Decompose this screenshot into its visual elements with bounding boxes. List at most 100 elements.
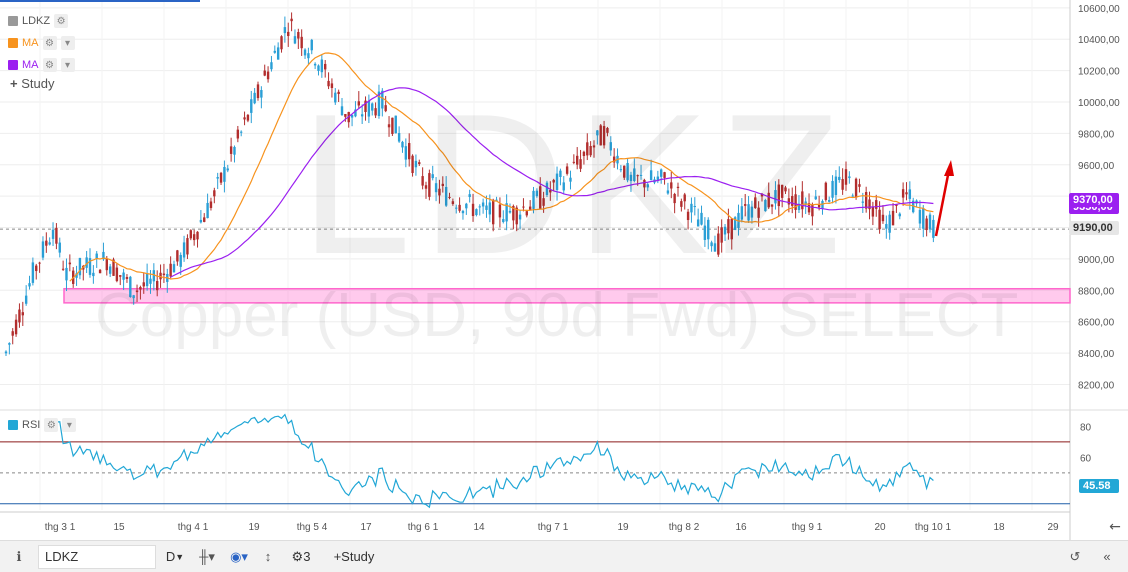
symbol-input[interactable]: LDKZ	[38, 544, 156, 569]
candle-body	[612, 156, 616, 163]
top-accent-bar	[0, 0, 200, 2]
indicators-count: 3	[303, 549, 311, 564]
candle-body	[236, 129, 240, 139]
candle-body	[209, 201, 213, 208]
indicators-button[interactable]: ⚙ 3	[284, 545, 318, 569]
candle-body	[471, 203, 475, 217]
info-icon[interactable]: ℹ	[16, 548, 22, 564]
candle-body	[411, 155, 414, 174]
support-zone-rectangle	[63, 287, 1071, 304]
candle-body	[720, 227, 723, 243]
candle-body	[381, 90, 384, 109]
candle-body	[455, 207, 458, 209]
vertical-arrows-icon[interactable]: ↕	[264, 549, 272, 564]
candle-body	[495, 199, 498, 201]
candle-body	[710, 242, 713, 247]
chart-type-icon[interactable]: ╫▾	[199, 548, 215, 564]
candle-body	[418, 162, 421, 165]
ma-slow-line	[170, 87, 934, 278]
legend-ma-slow-swatch	[8, 60, 18, 70]
gear-icon[interactable]: ⚙	[44, 418, 59, 432]
candle-body	[633, 168, 636, 182]
candle-body	[623, 165, 626, 178]
candle-body	[38, 262, 41, 264]
candle-body	[4, 351, 8, 354]
time-tick-label: thg 9 1	[792, 522, 823, 533]
candle-body	[75, 273, 78, 278]
time-tick-label: thg 5 4	[297, 522, 328, 533]
gear-icon[interactable]: ⚙	[54, 14, 69, 28]
candle-body	[115, 267, 119, 282]
candle-body	[891, 210, 895, 226]
gear-icon: ⚙	[291, 548, 304, 564]
candle-body	[337, 91, 340, 95]
time-tick-label: 18	[993, 522, 1005, 533]
time-tick-label: thg 7 1	[538, 522, 569, 533]
reset-icon[interactable]: ↺	[1069, 548, 1081, 564]
candle-body	[246, 114, 250, 121]
candle-body	[680, 201, 683, 207]
interval-selector[interactable]: D ▼	[162, 545, 188, 569]
candle-body	[828, 200, 831, 202]
candle-body	[233, 146, 236, 155]
time-tick-label: 19	[617, 522, 629, 533]
candle-body	[908, 189, 912, 199]
candle-body	[340, 106, 344, 116]
scroll-back-icon[interactable]: ←	[1109, 519, 1121, 535]
candle-body	[727, 219, 730, 234]
chevron-down-icon[interactable]: ▾	[60, 58, 75, 72]
candle-body	[804, 201, 807, 205]
candle-body	[703, 225, 707, 240]
candle-body	[129, 276, 132, 298]
candle-body	[105, 259, 108, 271]
candle-body	[579, 159, 582, 169]
candle-body	[875, 200, 878, 209]
candle-body	[458, 204, 461, 211]
candle-body	[885, 224, 888, 229]
candle-body	[45, 240, 48, 246]
candle-body	[555, 173, 559, 191]
candle-body	[478, 206, 481, 208]
candle-body	[394, 115, 397, 134]
candle-body	[444, 186, 448, 206]
candle-body	[401, 141, 404, 148]
candle-body	[169, 263, 172, 277]
legend-symbol-row[interactable]: LDKZ ⚙	[8, 10, 75, 32]
candle-body	[156, 281, 159, 291]
candle-body	[656, 176, 660, 182]
time-tick-label: 29	[1047, 522, 1059, 533]
chevron-down-icon[interactable]: ▾	[60, 36, 75, 50]
rsi-legend[interactable]: RSI ⚙ ▾	[8, 418, 77, 432]
candle-body	[465, 203, 468, 209]
chart-canvas[interactable]: 10600,00 10400,00 10200,00 10000,00 9800,00 9…	[0, 0, 1128, 540]
candle-body	[673, 193, 676, 204]
gear-icon[interactable]: ⚙	[42, 36, 57, 50]
candle-body	[871, 207, 875, 217]
candle-body	[811, 204, 814, 217]
study-button[interactable]: + Study	[324, 545, 384, 569]
candle-body	[552, 179, 555, 183]
legend-ma-slow-row[interactable]: MA ⚙ ▾	[8, 54, 75, 76]
candle-body	[670, 182, 673, 189]
candle-body	[780, 184, 784, 198]
candle-body	[270, 62, 273, 70]
candle-body	[334, 92, 337, 103]
price-tick-label: 10400,00	[1078, 35, 1120, 46]
rsi-value-badge: 45.58	[1079, 479, 1119, 493]
add-study-button[interactable]: + Study	[10, 76, 54, 91]
rsi-swatch	[8, 420, 18, 430]
candle-body	[119, 275, 122, 277]
legend-ma-fast-row[interactable]: MA ⚙ ▾	[8, 32, 75, 54]
chevron-down-icon[interactable]: ▾	[62, 418, 77, 432]
chart-area[interactable]: 10600,00 10400,00 10200,00 10000,00 9800,00 9…	[0, 0, 1128, 540]
eye-icon[interactable]: ◉▾	[230, 548, 248, 564]
candle-body	[307, 53, 310, 59]
candle-body	[925, 218, 928, 231]
candle-body	[213, 190, 216, 197]
candle-body	[68, 262, 72, 265]
candle-body	[98, 269, 102, 274]
collapse-icon[interactable]: «	[1103, 549, 1111, 564]
candle-body	[626, 163, 629, 181]
price-tick-label: 8800,00	[1078, 286, 1115, 297]
gear-icon[interactable]: ⚙	[42, 58, 57, 72]
